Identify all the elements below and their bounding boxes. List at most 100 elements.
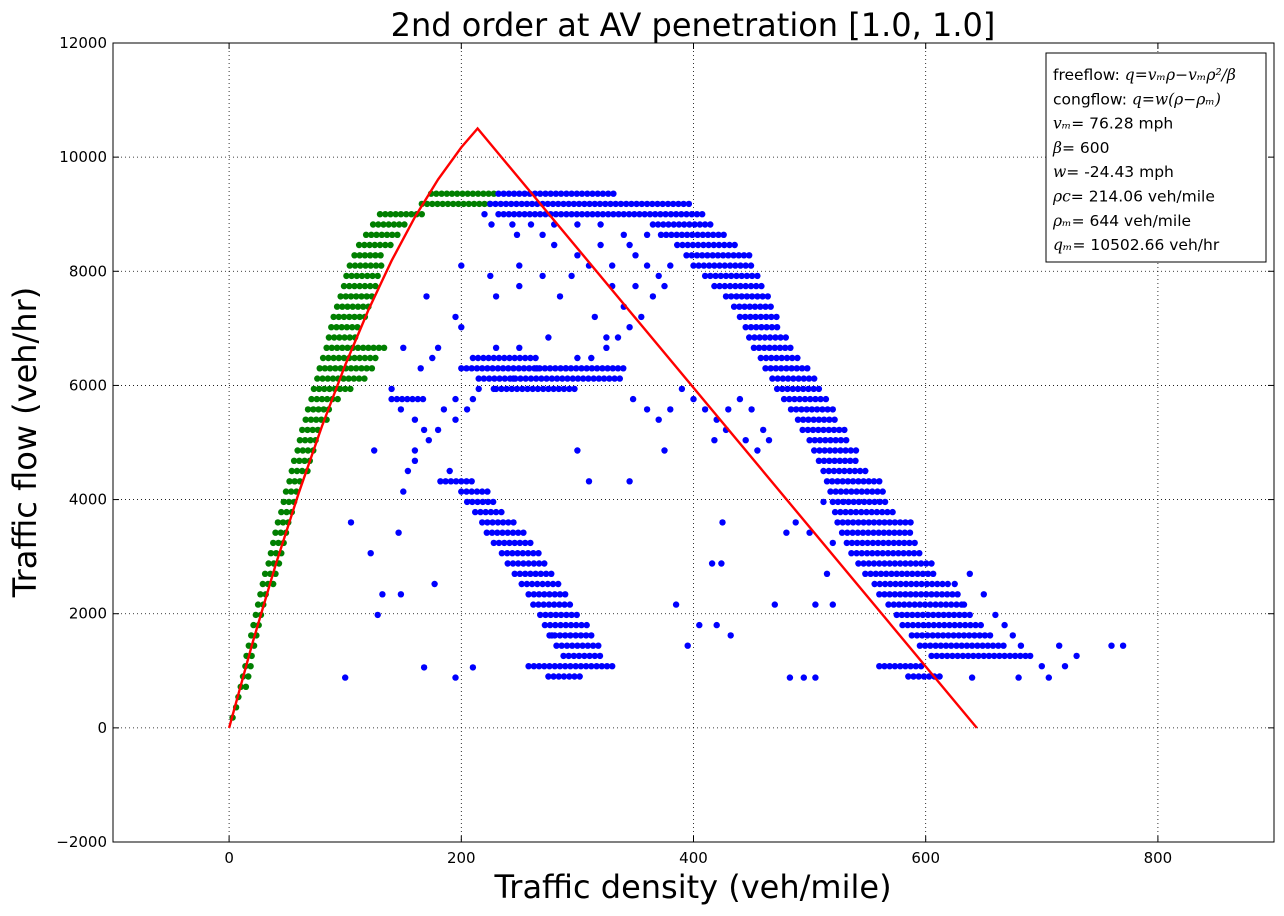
data-point — [1006, 652, 1014, 660]
data-point — [277, 529, 284, 536]
data-point — [1038, 663, 1046, 670]
data-point — [395, 529, 402, 536]
data-point — [909, 570, 916, 577]
data-point — [551, 663, 558, 670]
data-point — [917, 591, 925, 598]
data-point — [826, 416, 833, 423]
data-point — [510, 211, 518, 218]
data-point — [548, 375, 556, 382]
data-point — [473, 488, 481, 495]
data-point — [790, 375, 797, 382]
data-point — [477, 508, 484, 516]
data-point — [971, 632, 978, 639]
data-point — [793, 365, 800, 372]
data-point — [522, 375, 529, 382]
data-point — [715, 241, 723, 249]
data-point — [620, 231, 627, 238]
data-point — [836, 467, 843, 475]
data-point — [1011, 652, 1019, 660]
data-point — [505, 190, 513, 197]
data-point — [356, 282, 363, 290]
data-point — [960, 601, 968, 608]
data-point — [344, 344, 351, 351]
data-point — [804, 365, 811, 372]
data-point — [553, 375, 561, 382]
data-point — [836, 457, 843, 464]
data-point — [820, 426, 827, 434]
data-point — [423, 200, 431, 208]
data-point — [571, 673, 578, 680]
data-point — [480, 190, 487, 197]
data-point — [326, 385, 333, 393]
data-point — [584, 211, 591, 218]
data-point — [527, 221, 535, 228]
data-point — [891, 591, 899, 598]
data-point — [567, 663, 574, 670]
data-point — [549, 200, 557, 208]
data-point — [897, 519, 904, 526]
data-point — [747, 313, 754, 321]
data-point — [580, 375, 587, 382]
data-point — [335, 313, 342, 321]
data-point — [890, 539, 897, 547]
legend-entry: ρₘ= 644 veh/mile — [1052, 212, 1191, 230]
data-point — [1027, 652, 1034, 660]
data-point — [568, 211, 575, 218]
data-point — [776, 344, 784, 351]
data-point — [463, 365, 470, 372]
data-point — [552, 190, 560, 197]
data-point — [489, 519, 496, 526]
data-point — [937, 642, 944, 649]
data-point — [333, 303, 341, 310]
data-point — [563, 642, 571, 649]
data-point — [516, 211, 523, 218]
data-point — [690, 262, 697, 269]
data-point — [356, 313, 363, 321]
data-point — [368, 365, 376, 372]
data-point — [389, 231, 396, 238]
data-point — [854, 539, 861, 547]
y-tick-label: 6000 — [69, 376, 107, 394]
data-point — [419, 395, 427, 403]
data-point — [722, 293, 730, 300]
data-point — [508, 385, 515, 393]
data-point — [574, 375, 582, 382]
data-point — [742, 262, 749, 269]
data-point — [743, 293, 751, 300]
data-point — [765, 437, 773, 444]
data-point — [933, 652, 940, 660]
data-point — [678, 231, 686, 238]
data-point — [570, 652, 578, 660]
data-point — [885, 539, 892, 547]
data-point — [641, 211, 648, 218]
data-point — [309, 426, 316, 434]
data-point — [711, 262, 718, 269]
data-point — [897, 560, 904, 567]
data-point — [265, 560, 272, 567]
data-point — [374, 611, 381, 619]
data-point — [811, 447, 818, 454]
data-point — [383, 231, 391, 238]
data-point — [502, 200, 510, 208]
data-point — [796, 395, 803, 403]
data-point — [615, 211, 622, 218]
data-point — [948, 601, 955, 608]
data-point — [578, 621, 585, 629]
chart-title: 2nd order at AV penetration [1.0, 1.0] — [391, 6, 996, 44]
data-point — [923, 591, 930, 598]
data-point — [614, 334, 622, 341]
data-point — [870, 519, 878, 526]
data-point — [518, 200, 525, 208]
data-point — [481, 211, 488, 218]
data-point — [964, 652, 972, 660]
data-point — [469, 664, 477, 671]
data-point — [400, 488, 407, 495]
data-point — [795, 375, 802, 382]
data-point — [576, 673, 583, 680]
data-point — [876, 478, 883, 485]
data-point — [361, 252, 369, 259]
data-point — [498, 550, 506, 557]
data-point — [614, 365, 622, 372]
data-point — [372, 282, 379, 290]
data-point — [425, 437, 432, 444]
